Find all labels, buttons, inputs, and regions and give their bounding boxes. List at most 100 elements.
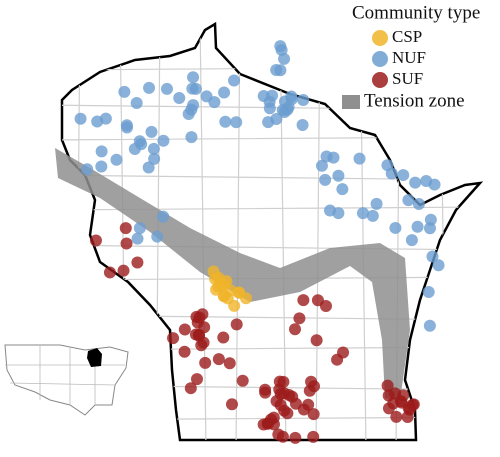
site-point [223,357,236,370]
site-point [173,92,186,105]
site-point [189,82,202,95]
inset-map [4,344,129,416]
site-point [187,71,200,84]
site-point [332,207,345,220]
legend-swatch [372,51,388,67]
site-point [212,353,225,366]
site-point [432,259,445,272]
site-point [286,390,299,403]
site-point [193,311,206,324]
site-point [296,119,309,132]
site-point [412,198,425,211]
site-point [167,332,180,345]
site-point [95,145,108,158]
site-point [389,221,402,234]
site-point [278,52,291,65]
site-point [336,183,349,196]
site-point [157,210,170,223]
site-point [110,153,123,166]
site-point [228,74,241,87]
site-point [130,96,143,109]
site-point [270,395,283,408]
site-point [370,197,383,210]
site-point [276,430,289,443]
site-point [262,417,275,430]
site-point [118,85,131,98]
site-point [95,160,108,173]
site-point [307,408,320,421]
site-point [293,312,306,325]
site-point [411,220,424,233]
legend-swatch [372,30,388,46]
site-point [270,63,283,76]
site-point [320,150,333,163]
site-point [217,290,230,303]
site-point [420,175,433,188]
site-point [160,82,173,95]
site-point [225,398,238,411]
site-point [147,142,160,155]
site-point [353,152,366,165]
site-point [185,131,198,144]
site-point [310,334,323,347]
site-point [281,103,294,116]
site-point [319,299,332,312]
site-point [192,329,205,342]
site-point [356,207,369,220]
site-point [120,121,133,134]
site-point [89,234,102,247]
legend-label: SUF [392,69,423,88]
site-point [178,323,191,336]
legend-label: Tension zone [364,90,465,111]
site-point [240,292,253,305]
legend-swatch [342,95,360,109]
site-point [332,169,345,182]
site-point [190,373,203,386]
site-point [157,134,170,147]
site-point [257,89,270,102]
site-point [405,234,418,247]
state-outline [60,21,484,442]
site-point [281,407,294,420]
site-point [402,194,415,207]
site-point [263,102,276,115]
site-point [143,81,156,94]
site-point [195,339,208,352]
site-point [273,383,286,396]
site-point [81,163,94,176]
site-point [103,266,116,279]
site-point [209,272,222,285]
site-point [74,112,87,125]
site-point [302,398,315,411]
site-point [119,222,132,235]
site-point [297,94,310,107]
sites [74,40,445,444]
site-point [230,318,243,331]
site-point [289,431,302,444]
site-point [184,382,197,395]
site-point [285,93,298,106]
site-point [382,402,395,415]
site-point [151,230,164,243]
site-point [199,356,212,369]
site-point [91,115,104,128]
site-point [142,161,155,174]
legend-swatch [372,72,388,88]
site-point [148,152,161,165]
site-point [128,142,141,155]
site-point [426,250,439,263]
site-point [305,375,318,388]
site-point [381,379,394,392]
site-point [381,159,394,172]
site-point [117,264,130,277]
site-point [315,159,328,172]
site-point [218,86,231,99]
site-point [145,125,158,138]
site-point [307,430,320,443]
site-point [217,331,230,344]
site-point [259,386,272,399]
legend-label: CSP [392,27,422,46]
site-point [270,113,283,126]
